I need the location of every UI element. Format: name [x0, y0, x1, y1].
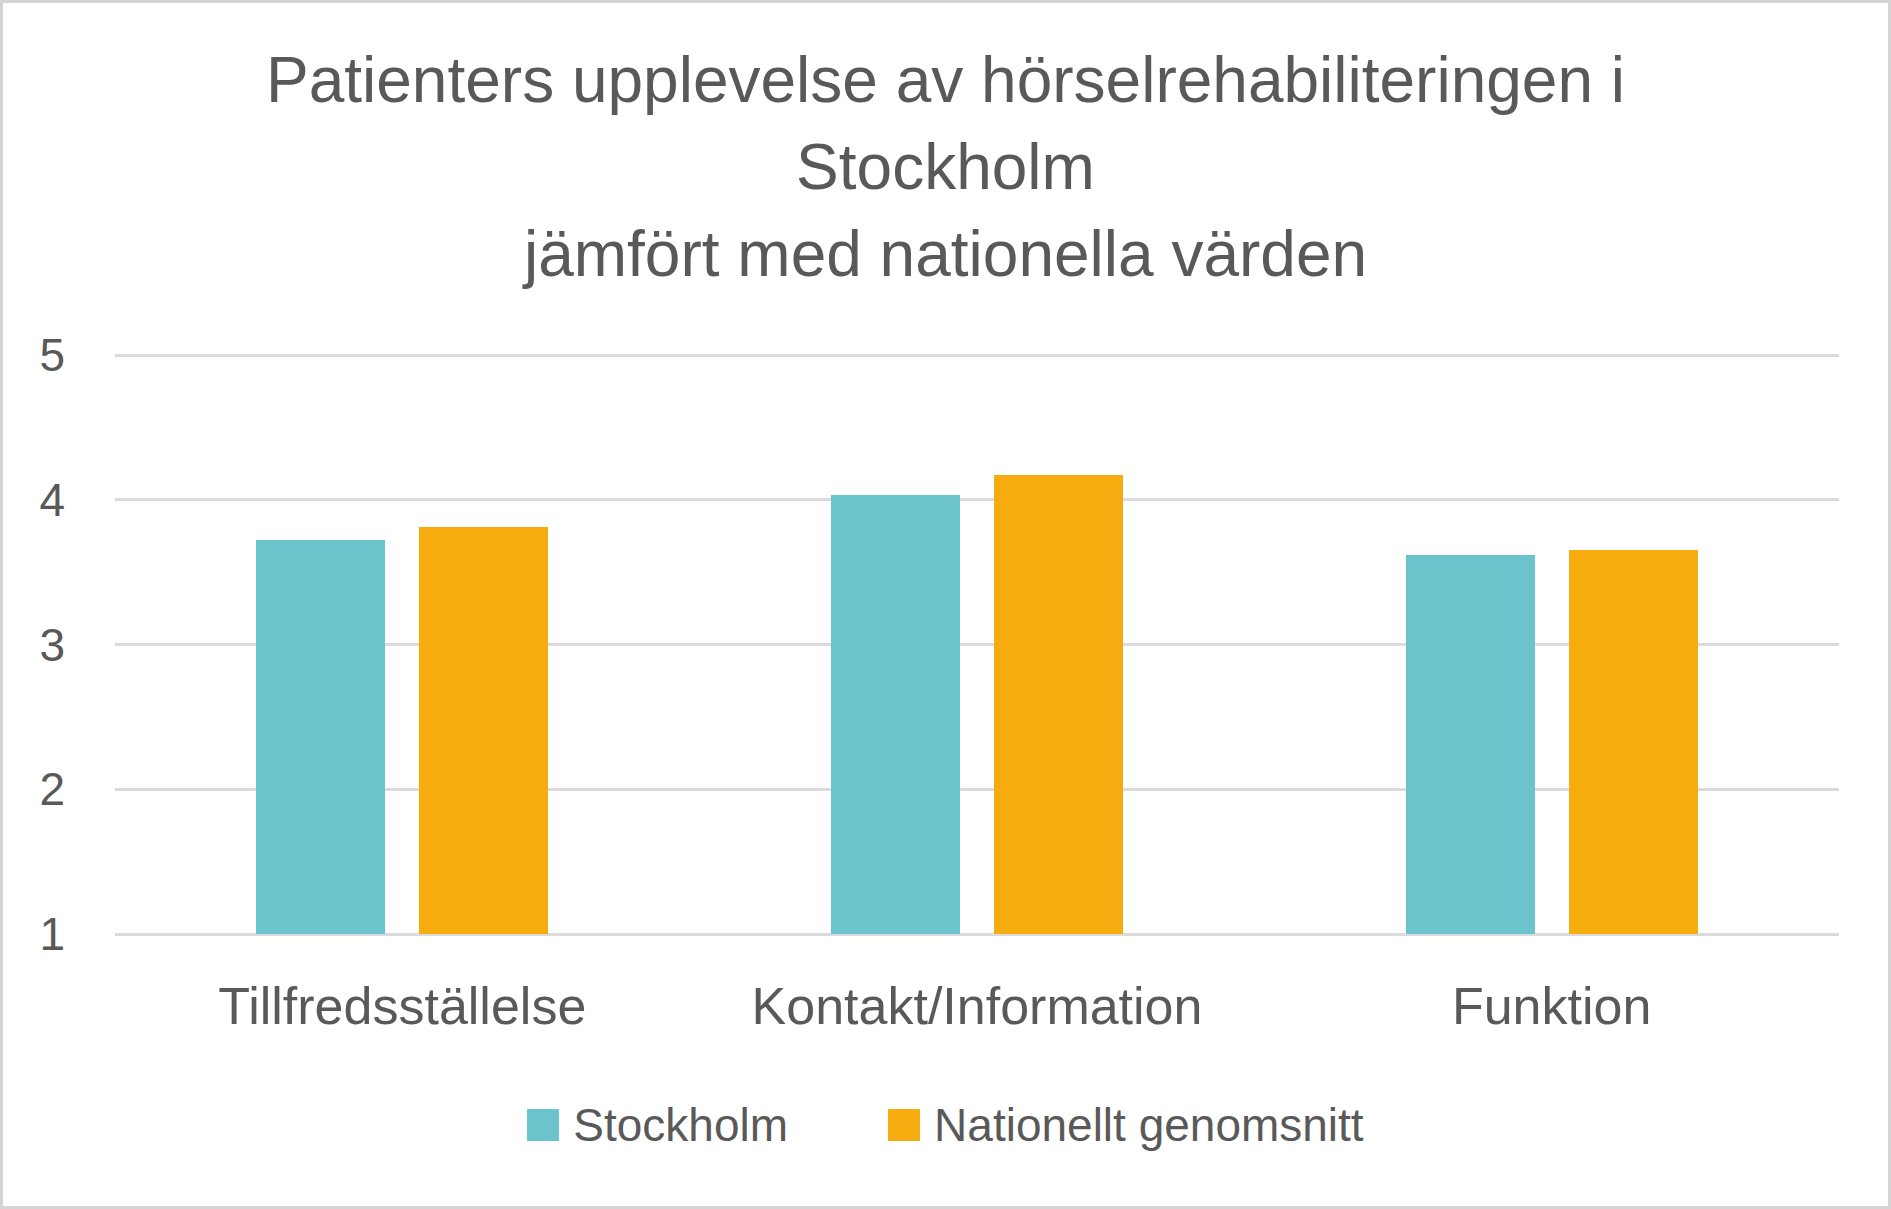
chart-title-line-3: jämfört med nationella värden: [3, 211, 1888, 298]
y-tick-label-2: 2: [3, 766, 65, 812]
bar-nationellt-genomsnitt-tillfredsst-llelse: [419, 527, 548, 934]
legend-swatch-nationellt-genomsnitt: [888, 1109, 920, 1141]
x-label-kontakt-information: Kontakt/Information: [752, 978, 1203, 1034]
y-tick-label-5: 5: [3, 332, 65, 378]
legend: Stockholm Nationellt genomsnitt: [3, 1099, 1888, 1151]
x-label-tillfredsst-llelse: Tillfredsställelse: [218, 978, 586, 1034]
x-label-funktion: Funktion: [1452, 978, 1651, 1034]
legend-item-nationellt-genomsnitt: Nationellt genomsnitt: [888, 1099, 1364, 1151]
plot-area: [115, 355, 1839, 934]
y-tick-label-1: 1: [3, 911, 65, 957]
legend-swatch-stockholm: [527, 1109, 559, 1141]
bar-stockholm-tillfredsst-llelse: [256, 540, 385, 934]
bar-stockholm-kontakt-information: [831, 495, 960, 934]
y-tick-label-4: 4: [3, 477, 65, 523]
gridline-5: [115, 354, 1839, 357]
bar-nationellt-genomsnitt-kontakt-information: [994, 475, 1123, 934]
legend-label-stockholm: Stockholm: [573, 1099, 788, 1151]
gridline-4: [115, 498, 1839, 501]
chart-title-line-2: Stockholm: [3, 124, 1888, 211]
bar-nationellt-genomsnitt-funktion: [1569, 550, 1698, 934]
chart-title: Patienters upplevelse av hörselrehabilit…: [3, 37, 1888, 298]
y-tick-label-3: 3: [3, 622, 65, 668]
bar-stockholm-funktion: [1406, 555, 1535, 934]
legend-item-stockholm: Stockholm: [527, 1099, 788, 1151]
chart-canvas: Patienters upplevelse av hörselrehabilit…: [0, 0, 1891, 1209]
legend-label-nationellt-genomsnitt: Nationellt genomsnitt: [934, 1099, 1364, 1151]
chart-title-line-1: Patienters upplevelse av hörselrehabilit…: [3, 37, 1888, 124]
